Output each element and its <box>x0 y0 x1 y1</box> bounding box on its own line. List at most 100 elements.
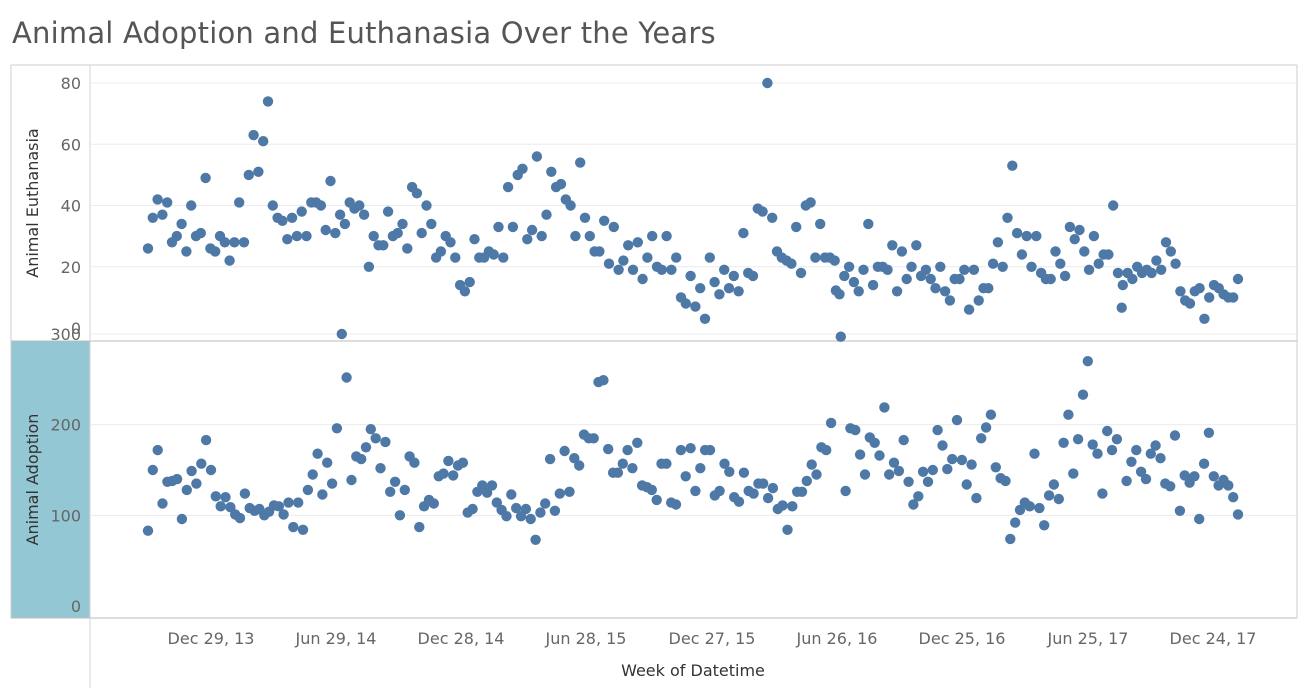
data-point <box>1184 298 1196 309</box>
data-point <box>829 255 840 266</box>
data-point <box>584 230 595 242</box>
data-point <box>555 178 567 190</box>
data-point <box>1068 468 1079 479</box>
data-point <box>854 449 866 460</box>
data-point <box>297 524 309 535</box>
data-point <box>1088 230 1100 242</box>
data-point <box>559 445 570 457</box>
data-point <box>544 453 556 465</box>
data-point <box>176 513 188 525</box>
data-point <box>594 246 605 257</box>
data-point <box>506 489 517 500</box>
data-point <box>1156 264 1167 275</box>
data-point <box>152 444 163 456</box>
data-point <box>195 227 206 239</box>
data-point <box>786 258 797 269</box>
data-point <box>810 252 821 263</box>
data-point <box>334 209 346 220</box>
data-point <box>795 267 807 279</box>
data-point <box>171 473 183 485</box>
y-tick-label: 0 <box>71 319 81 338</box>
data-point <box>488 249 499 260</box>
data-point <box>830 285 842 296</box>
data-point <box>913 491 924 502</box>
data-point <box>481 487 493 498</box>
data-point <box>805 197 816 208</box>
data-point <box>267 200 278 211</box>
data-point <box>1126 456 1137 467</box>
data-point <box>623 240 634 251</box>
data-point <box>1175 286 1186 297</box>
data-point <box>695 463 706 474</box>
data-point <box>320 224 331 236</box>
data-point <box>728 270 739 282</box>
data-point <box>322 457 333 468</box>
data-point <box>1160 237 1172 248</box>
data-point <box>985 409 997 420</box>
data-point <box>627 264 639 275</box>
data-point <box>1058 437 1069 448</box>
data-point <box>637 273 648 285</box>
data-point <box>603 443 614 455</box>
data-point <box>661 230 672 242</box>
data-point <box>443 455 454 467</box>
y-tick-label: 0 <box>71 597 81 616</box>
data-point <box>603 258 615 269</box>
data-point <box>787 501 798 512</box>
data-point <box>891 286 903 297</box>
data-point <box>450 252 461 263</box>
data-point <box>409 457 420 468</box>
data-point <box>520 503 532 515</box>
data-point <box>1082 356 1094 367</box>
data-point <box>767 482 779 494</box>
data-point <box>927 464 938 476</box>
data-point <box>1194 283 1205 294</box>
data-point <box>224 255 235 266</box>
data-point <box>564 486 575 497</box>
data-point <box>569 453 580 464</box>
data-point <box>733 496 745 507</box>
data-point <box>1108 200 1119 211</box>
data-point <box>685 443 696 454</box>
data-point <box>382 206 394 217</box>
data-point <box>1055 258 1066 269</box>
data-point <box>277 215 288 226</box>
data-point <box>435 246 447 257</box>
data-point <box>632 237 643 248</box>
data-point <box>935 261 946 272</box>
data-point <box>365 424 376 435</box>
data-point <box>1097 488 1108 499</box>
data-point <box>501 511 512 522</box>
data-point <box>356 453 367 465</box>
data-point <box>825 417 837 429</box>
data-point <box>1170 258 1181 269</box>
data-point <box>191 478 202 489</box>
data-point <box>181 484 192 496</box>
data-point <box>675 444 687 456</box>
data-point <box>622 444 633 456</box>
data-point <box>1026 261 1037 272</box>
data-point <box>1007 160 1018 171</box>
data-point <box>1169 430 1181 441</box>
data-point <box>301 230 312 242</box>
data-point <box>690 485 701 497</box>
data-point <box>963 304 975 315</box>
data-point <box>1174 505 1186 516</box>
data-point <box>1135 466 1147 477</box>
data-point <box>747 270 759 282</box>
data-point <box>901 273 912 285</box>
data-point <box>670 499 682 510</box>
data-point <box>1165 481 1176 492</box>
data-point <box>733 286 744 297</box>
data-point <box>1121 475 1132 487</box>
data-point <box>196 458 207 469</box>
data-point <box>448 470 459 481</box>
data-point <box>574 460 585 471</box>
data-point <box>358 209 370 220</box>
data-point <box>1198 458 1210 469</box>
data-point <box>1199 313 1210 324</box>
data-point <box>987 258 999 269</box>
data-point <box>839 270 850 282</box>
data-point <box>920 264 932 275</box>
data-point <box>848 276 860 288</box>
